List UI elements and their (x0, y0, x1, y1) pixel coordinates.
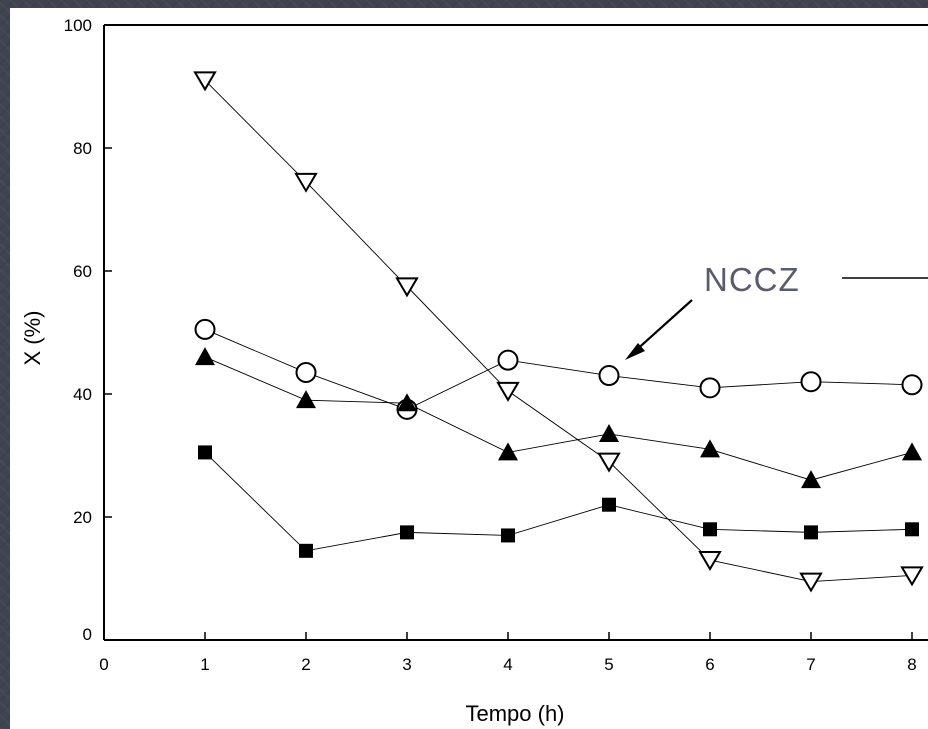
x-tick-label: 2 (301, 655, 310, 674)
nccz-annotation: NCCZ (704, 261, 800, 298)
x-tick-label: 7 (806, 655, 815, 674)
series-4-point (299, 543, 313, 558)
series-1-point (597, 452, 621, 473)
series-4-point (602, 497, 616, 512)
y-tick-label: 0 (83, 625, 92, 644)
x-tick-label: 1 (200, 655, 209, 674)
series-4-point (804, 525, 818, 540)
series-2-point (800, 371, 822, 393)
chart-svg: 0 1 2 3 4 5 6 7 8 0 20 40 60 80 100 Tempo (h) X (%) N… (20, 16, 928, 726)
chart-panel: 0 1 2 3 4 5 6 7 8 0 20 40 60 80 100 Tempo (h) X (%) N… (10, 8, 928, 729)
series-2-point (699, 377, 721, 399)
series-4-point (501, 528, 515, 543)
x-tick-label: 4 (503, 655, 512, 674)
x-tick-label: 0 (99, 655, 108, 674)
series-3-line (204, 356, 913, 481)
series-1-point (294, 172, 318, 193)
y-axis-title: X (%) (20, 311, 45, 366)
series-3-point (296, 390, 316, 409)
series-3-point (801, 470, 821, 489)
series-2-point (901, 374, 923, 396)
series-2-point (194, 318, 216, 340)
series-3-point (195, 347, 215, 366)
y-tick-label: 80 (73, 139, 92, 158)
series-1-point (193, 71, 217, 92)
x-tick-label: 8 (907, 655, 916, 674)
y-tick-label: 20 (73, 508, 92, 527)
x-axis-title: Tempo (h) (465, 701, 564, 726)
x-tick-label: 3 (402, 655, 411, 674)
y-tick-label: 40 (73, 385, 92, 404)
series-3-point (902, 442, 922, 461)
series-2-point (497, 349, 519, 371)
nccz-arrow-shaft (632, 299, 693, 354)
series-1-line (204, 80, 913, 583)
series-4-line (204, 452, 913, 552)
series-4-point (905, 522, 919, 537)
series-1-point (799, 572, 823, 593)
series-3-point (498, 442, 518, 461)
y-tick-label: 60 (73, 262, 92, 281)
series-4-point (400, 525, 414, 540)
y-tick-label: 100 (64, 16, 92, 35)
series-3-point (599, 423, 619, 442)
series-2-line (204, 329, 913, 410)
x-tick-group: 0 1 2 3 4 5 6 7 8 (99, 632, 917, 674)
series-1-point (395, 277, 419, 298)
series-3-point (700, 439, 720, 458)
series-2-point (295, 361, 317, 383)
series-4-point (198, 445, 212, 460)
x-tick-label: 5 (604, 655, 613, 674)
series-2-point (598, 365, 620, 387)
nccz-arrow-head (625, 343, 645, 360)
y-tick-group: 0 20 40 60 80 100 (64, 16, 112, 644)
series-1-point (496, 381, 520, 402)
series-markers (193, 71, 924, 593)
series-4-point (703, 522, 717, 537)
series-3-point (397, 393, 417, 412)
series-1-point (900, 566, 924, 587)
series-1-point (698, 551, 722, 572)
x-tick-label: 6 (705, 655, 714, 674)
series-lines (204, 80, 913, 583)
